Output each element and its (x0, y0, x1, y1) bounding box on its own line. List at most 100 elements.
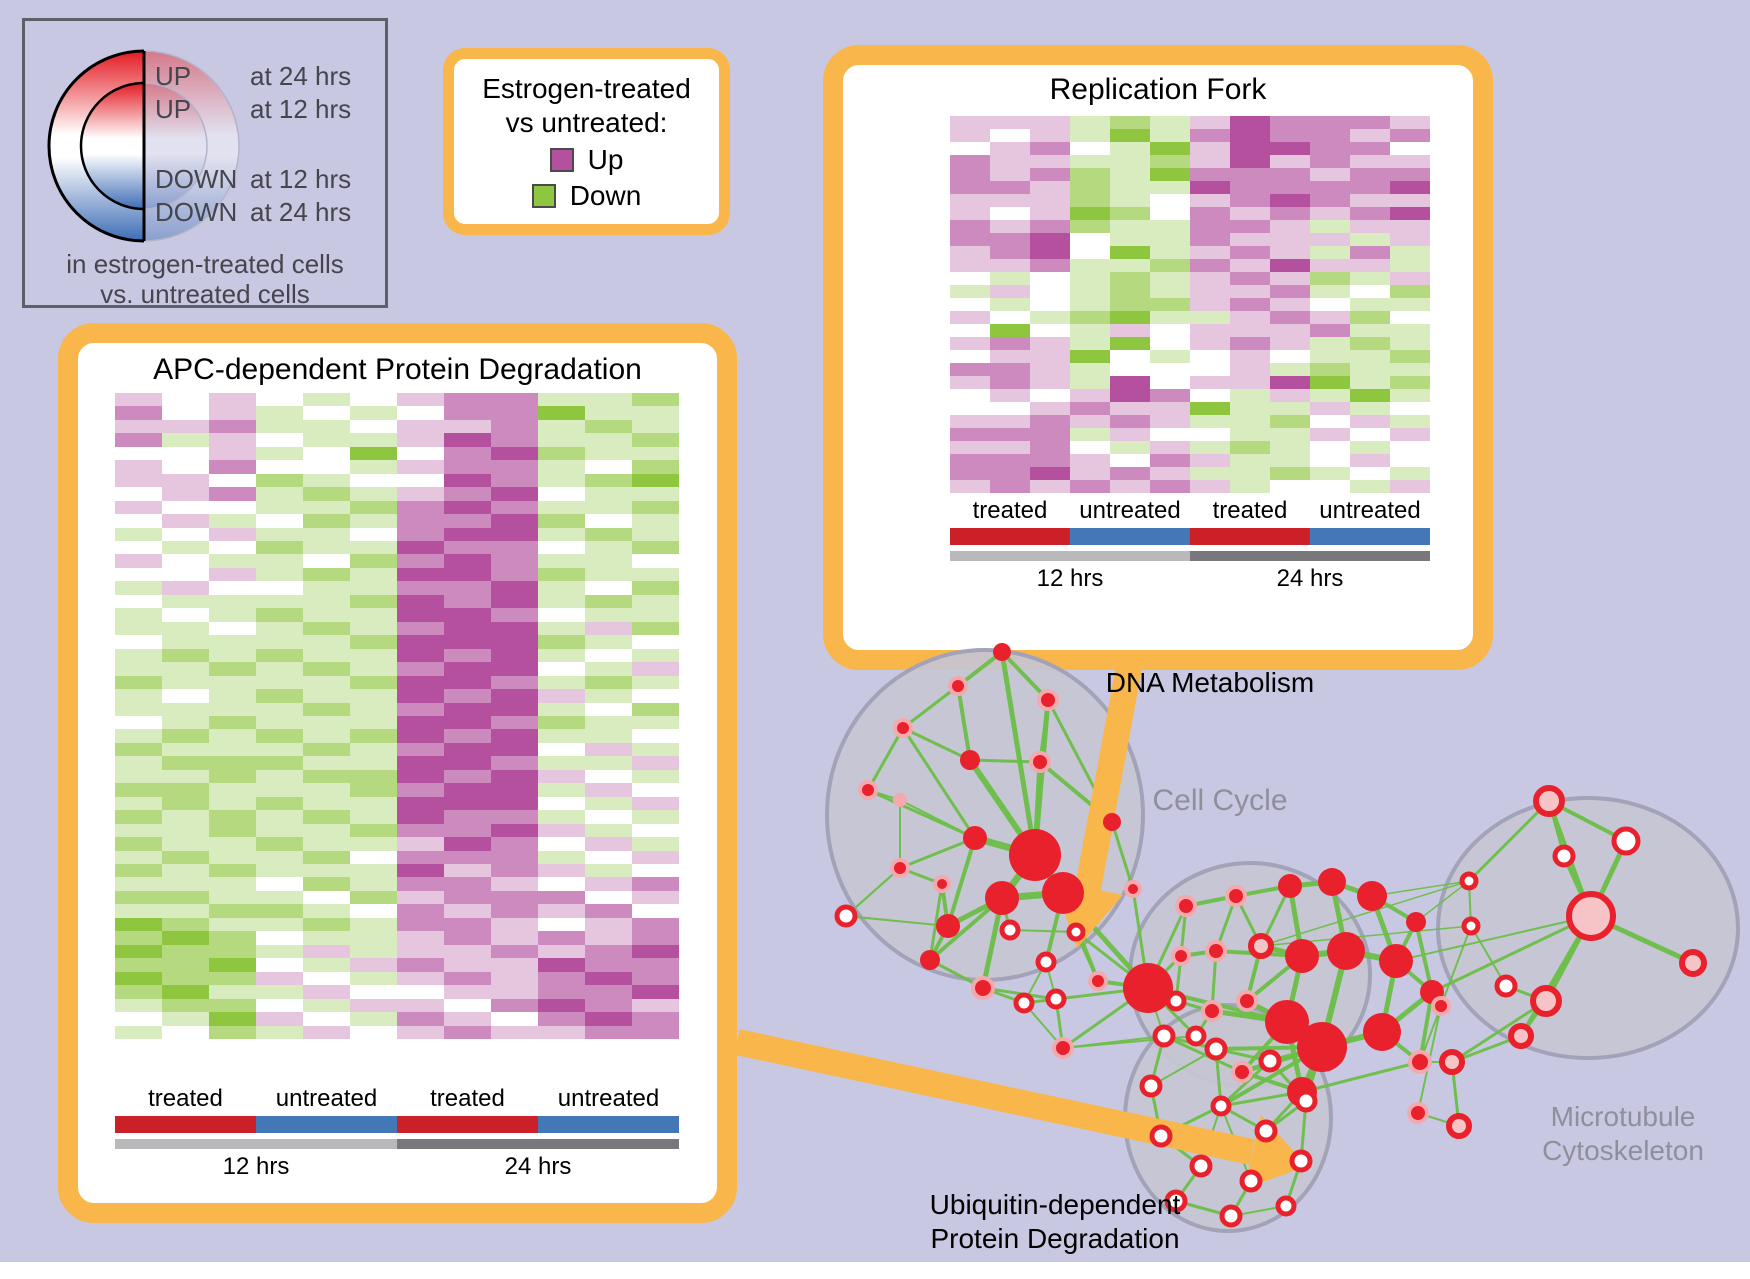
heatmap-cell (397, 675, 444, 690)
heatmap-cell (1150, 311, 1190, 324)
heatmap-cell (209, 406, 256, 420)
cluster-label-cell-cycle: Cell Cycle (1152, 784, 1288, 817)
network-edge (1260, 943, 1303, 959)
hrs24-bar (397, 1139, 679, 1149)
heatmap-cell (585, 675, 632, 690)
heatmap-cell (1310, 441, 1350, 454)
network-node-ring (1066, 922, 1086, 942)
heatmap-cell (162, 958, 209, 972)
heatmap-cell (1070, 402, 1110, 415)
heatmap-cell (632, 662, 679, 676)
heatmap-cell (632, 715, 679, 730)
heatmap-cell (491, 877, 538, 891)
panel-pointer-arrow-head (1244, 1115, 1307, 1189)
network-edge (1419, 1005, 1442, 1063)
heatmap-cell (1270, 272, 1310, 285)
heatmap-cell (1230, 298, 1270, 311)
heatmap-cell (1230, 389, 1270, 402)
heatmap-cell (162, 756, 209, 770)
heatmap-cell (1310, 220, 1350, 233)
heatmap-cell (444, 877, 491, 891)
heatmap-cell (162, 783, 209, 797)
network-edge (946, 837, 977, 927)
heatmap-cell (1390, 116, 1430, 129)
heatmap-cell (115, 1025, 162, 1039)
heatmap-cell (303, 500, 350, 515)
network-node-core (890, 858, 910, 878)
heatmap-cell (162, 527, 209, 542)
heatmap-cell (162, 608, 209, 622)
heatmap-cell (1150, 220, 1190, 233)
network-edge (967, 758, 1038, 857)
heatmap-cell (115, 500, 162, 515)
heatmap-cell (1270, 207, 1310, 220)
heatmap-cell (444, 742, 491, 757)
heatmap-cell (538, 662, 585, 676)
heatmap-cell (950, 207, 990, 220)
network-edge (1054, 998, 1065, 1049)
heatmap-cell (491, 850, 538, 865)
heatmap-cell (1390, 454, 1430, 467)
heatmap-cell (115, 796, 162, 811)
heatmap-cell (162, 864, 209, 878)
heatmap-cell (115, 554, 162, 568)
network-edge (1147, 986, 1288, 1024)
heatmap-cell (1070, 415, 1110, 428)
heatmap-cell (1110, 428, 1150, 441)
network-edge (1284, 955, 1305, 1023)
heatmap-cell (115, 662, 162, 676)
heatmap-cell (538, 769, 585, 784)
heatmap-cell (209, 433, 256, 447)
heatmap-cell (632, 985, 679, 999)
heatmap-cell (303, 877, 350, 891)
heatmap-cell (1310, 207, 1350, 220)
heatmap-cell (162, 393, 209, 407)
heatmap-cell (585, 877, 632, 891)
heatmap-cell (632, 648, 679, 663)
heatmap-cell (162, 487, 209, 501)
heatmap-cell (1310, 376, 1350, 389)
heatmap-cell (162, 635, 209, 649)
heatmap-cell (303, 904, 350, 918)
heatmap-cell (950, 402, 990, 415)
ubiq-label-line1: Ubiquitin-dependent (929, 1189, 1181, 1220)
heatmap-cell (115, 689, 162, 703)
heatmap-cell (491, 783, 538, 797)
heatmap-cell (585, 689, 632, 703)
heatmap-cell (1310, 363, 1350, 376)
network-edge (1214, 895, 1238, 952)
heatmap-cell (256, 769, 303, 784)
network-edge (1260, 925, 1472, 947)
network-edge (1219, 1045, 1324, 1108)
network-edge (1241, 1044, 1323, 1075)
group-label: treated (1212, 497, 1288, 524)
heatmap-cell (491, 864, 538, 878)
heatmap-cell (115, 850, 162, 865)
heatmap-cell (115, 594, 162, 609)
apc-panel-title: APC-dependent Protein Degradation (153, 353, 642, 386)
heatmap-cell (1350, 298, 1390, 311)
down-label: Down (569, 179, 642, 211)
heatmap-cell (1230, 142, 1270, 155)
heatmap-cell (1270, 402, 1310, 415)
heatmap-cell (1110, 168, 1150, 181)
heatmap-cell (1070, 480, 1110, 493)
heatmap-cell (115, 756, 162, 770)
heatmap-cell (1390, 467, 1430, 480)
heatmap-cell (444, 473, 491, 488)
network-edge (980, 897, 1005, 989)
heatmap-cell (1310, 467, 1350, 480)
heatmap-cell (162, 406, 209, 420)
untreated-bar (256, 1116, 397, 1133)
heatmap-cell (1230, 415, 1270, 428)
heatmap-cell (350, 594, 397, 609)
heatmap-cell (1030, 220, 1070, 233)
heatmap-cell (950, 233, 990, 246)
group-label: treated (430, 1085, 505, 1112)
heatmap-cell (397, 715, 444, 730)
heatmap-cell (256, 594, 303, 609)
heatmap-cell (1350, 428, 1390, 441)
heatmap-cell (115, 769, 162, 784)
heatmap-cell (632, 702, 679, 716)
heatmap-cell (397, 783, 444, 797)
